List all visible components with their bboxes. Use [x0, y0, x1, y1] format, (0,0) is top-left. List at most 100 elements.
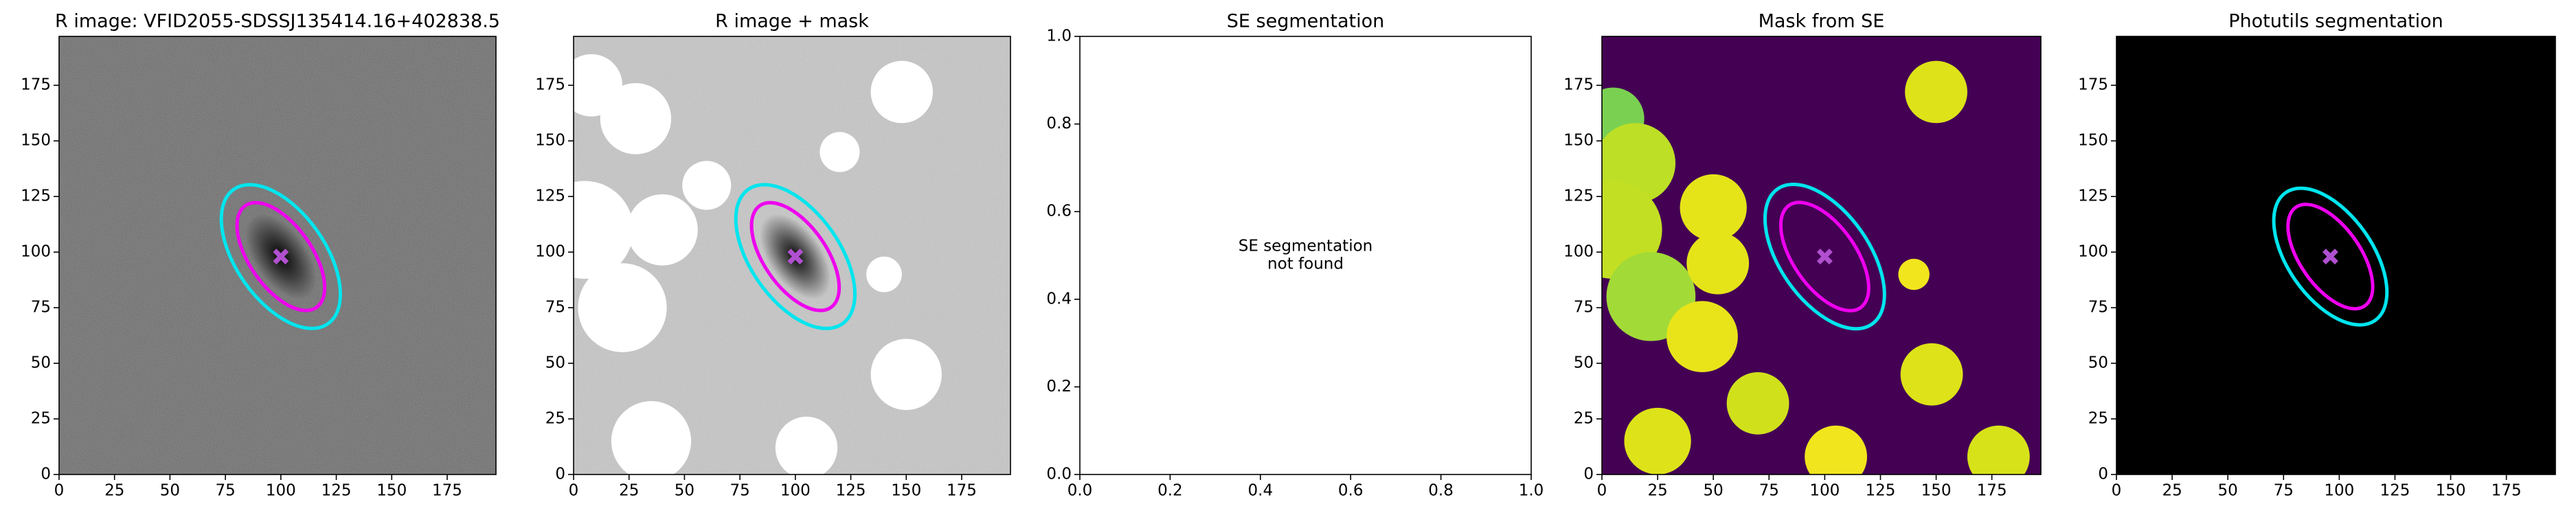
- y-tick-label: 50: [2088, 354, 2108, 372]
- x-tick-label: 0.2: [1157, 482, 1183, 500]
- x-tick-label: 0.6: [1338, 482, 1364, 500]
- mask-region: [626, 194, 698, 266]
- panel: R image + mask 0 25 50 75 100 125 150 175 0 25 50 75…: [535, 11, 1011, 500]
- annotation: SE segmentation: [1239, 238, 1372, 255]
- aperture-ellipse: [734, 183, 857, 330]
- mask-region: [1898, 258, 1930, 290]
- x-tick-label: 100: [266, 482, 296, 500]
- x-tick-label: 150: [1921, 482, 1952, 500]
- y-tick-label: 0: [2098, 466, 2108, 483]
- mask-region: [682, 161, 732, 210]
- y-tick-label: 175: [1563, 76, 1594, 94]
- mask-region: [611, 401, 692, 474]
- y-tick-label: 0: [1583, 466, 1594, 483]
- y-tick-label: 175: [535, 76, 565, 94]
- y-tick-label: 50: [31, 354, 51, 372]
- x-tick-label: 75: [215, 482, 235, 500]
- x-tick-label: 50: [2218, 482, 2238, 500]
- y-tick-label: 25: [1574, 410, 1594, 428]
- axes-frame: [2116, 36, 2556, 475]
- y-tick-label: 150: [21, 132, 51, 150]
- x-tick-label: 25: [104, 482, 124, 500]
- x-tick-label: 25: [2162, 482, 2182, 500]
- y-tick-label: 0.8: [1046, 115, 1072, 133]
- mask-region: [574, 181, 634, 279]
- mask-region: [1624, 407, 1691, 474]
- mask-region: [870, 339, 942, 411]
- aperture-ellipse: [235, 201, 327, 312]
- x-tick-label: 75: [1759, 482, 1779, 500]
- x-tick-label: 125: [321, 482, 352, 500]
- y-tick-label: 25: [2088, 410, 2108, 428]
- y-tick-label: 100: [535, 243, 565, 261]
- mask-region: [1805, 425, 1867, 474]
- y-tick-label: 100: [21, 243, 51, 261]
- y-tick-label: 150: [535, 132, 565, 150]
- y-tick-label: 1.0: [1046, 27, 1072, 45]
- x-tick-label: 0.0: [1067, 482, 1093, 500]
- mask-region: [578, 263, 667, 352]
- image-background: [2116, 36, 2555, 474]
- mask-region: [775, 416, 838, 474]
- y-tick-label: 125: [535, 187, 565, 205]
- x-tick-label: 50: [675, 482, 694, 500]
- x-tick-label: 150: [376, 482, 407, 500]
- x-tick-label: 0: [54, 482, 65, 500]
- mask-region: [1680, 174, 1747, 241]
- x-tick-label: 125: [2380, 482, 2410, 500]
- x-tick-label: 25: [619, 482, 639, 500]
- x-tick-label: 50: [1704, 482, 1724, 500]
- y-tick-label: 100: [1563, 243, 1594, 261]
- panel-title: SE segmentation: [1227, 11, 1384, 32]
- x-tick-label: 175: [432, 482, 462, 500]
- aperture-ellipse: [1778, 201, 1871, 312]
- x-tick-label: 75: [2274, 482, 2294, 500]
- x-tick-label: 0: [569, 482, 579, 500]
- mask-region: [870, 60, 934, 124]
- mask-region: [1686, 231, 1750, 295]
- y-tick-label: 75: [31, 299, 51, 317]
- x-tick-label: 50: [160, 482, 180, 500]
- mask-region: [600, 83, 672, 154]
- y-tick-label: 75: [1574, 299, 1594, 317]
- aperture-ellipse: [2286, 203, 2375, 311]
- panel-title: Photutils segmentation: [2228, 11, 2443, 32]
- y-tick-label: 25: [31, 410, 51, 428]
- x-tick-label: 100: [780, 482, 811, 500]
- x-tick-label: 150: [891, 482, 921, 500]
- y-tick-label: 125: [21, 187, 51, 205]
- y-tick-label: 50: [1574, 354, 1594, 372]
- x-tick-label: 175: [2492, 482, 2522, 500]
- y-tick-label: 175: [2078, 76, 2108, 94]
- annotation: not found: [1267, 255, 1344, 273]
- plot-area: [1602, 36, 2041, 474]
- axes-frame: [1601, 36, 2042, 475]
- y-tick-label: 0.6: [1046, 203, 1072, 220]
- x-tick-label: 25: [1647, 482, 1667, 500]
- x-tick-label: 175: [1977, 482, 2007, 500]
- y-tick-label: 75: [2088, 299, 2108, 317]
- panel-title: R image: VFID2055-SDSSJ135414.16+402838.…: [55, 11, 500, 32]
- panel-title: Mask from SE: [1759, 11, 1885, 32]
- aperture-ellipse: [219, 183, 342, 330]
- plot-area: [59, 36, 496, 474]
- aperture-ellipse: [2272, 186, 2389, 327]
- aperture-ellipse: [1763, 183, 1886, 331]
- mask-region: [820, 132, 860, 172]
- mask-region: [866, 256, 902, 293]
- mask-region: [1726, 372, 1789, 435]
- axes-frame: [573, 36, 1011, 475]
- y-tick-label: 125: [2078, 187, 2108, 205]
- x-tick-label: 150: [2436, 482, 2466, 500]
- y-tick-label: 150: [2078, 132, 2108, 150]
- x-tick-label: 100: [2324, 482, 2354, 500]
- y-tick-label: 25: [545, 410, 565, 428]
- x-tick-label: 0.4: [1248, 482, 1274, 500]
- mask-region: [1967, 425, 2030, 474]
- mask-region: [1905, 60, 1967, 124]
- aperture-ellipse: [749, 201, 841, 312]
- x-tick-label: 1.0: [1519, 482, 1544, 500]
- x-tick-label: 100: [1809, 482, 1840, 500]
